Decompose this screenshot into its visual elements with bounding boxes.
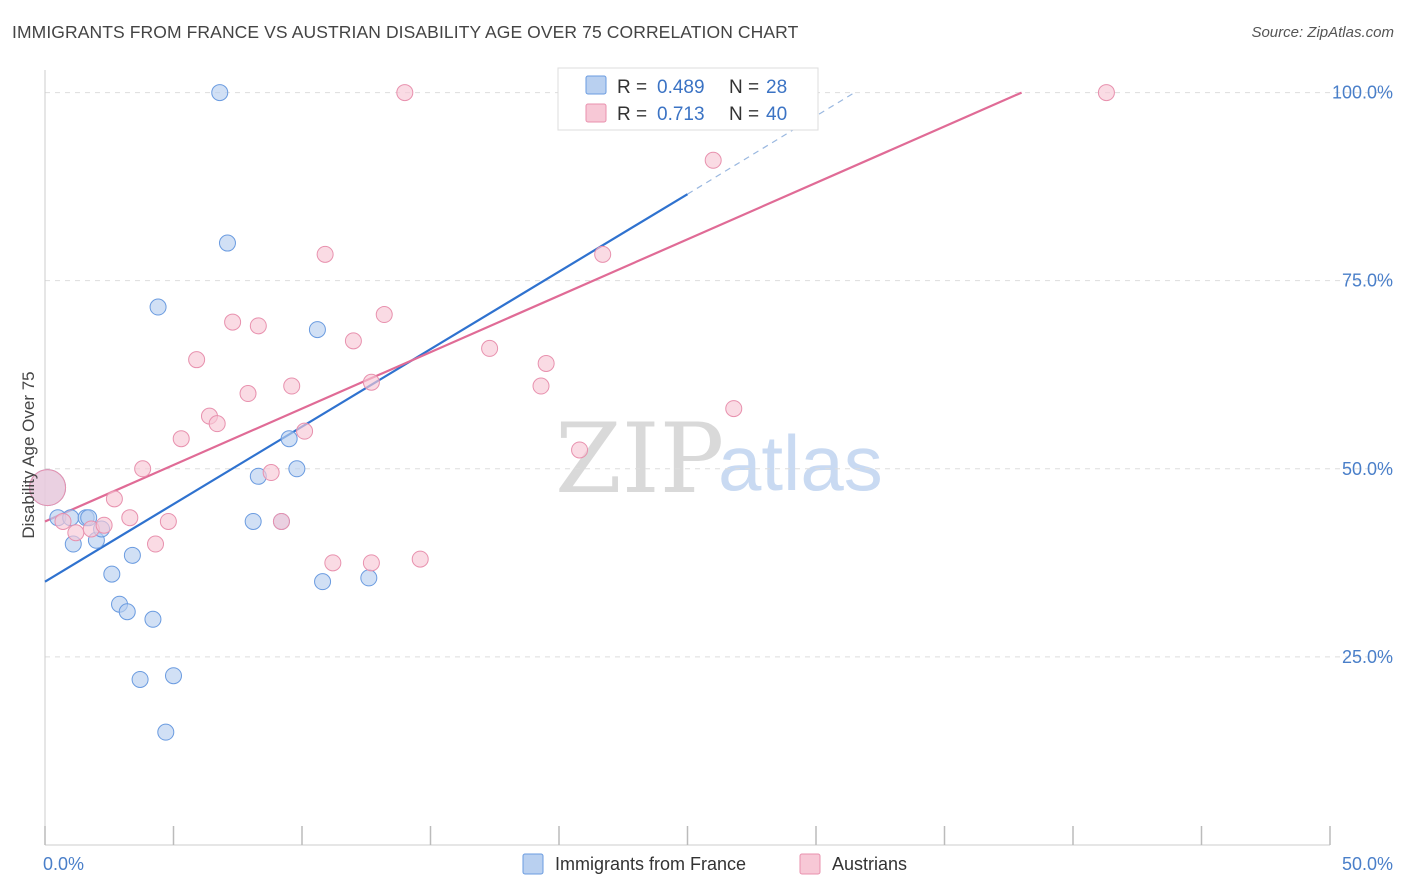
- point-austrians: [134, 460, 152, 478]
- point-austrians: [105, 490, 123, 508]
- legend-r-label-2: R =: [617, 104, 647, 125]
- point-france: [211, 84, 229, 102]
- point-france: [157, 723, 175, 741]
- y-tick-label: 75.0%: [1342, 271, 1393, 291]
- series-legend-label-austrians: Austrians: [832, 854, 907, 874]
- point-france: [280, 430, 298, 448]
- y-tick-label: 50.0%: [1342, 459, 1393, 479]
- series-legend-label-france: Immigrants from France: [555, 854, 746, 874]
- point-austrians: [296, 422, 314, 440]
- point-france: [165, 667, 182, 685]
- point-austrians: [67, 524, 85, 542]
- point-austrians: [54, 512, 72, 530]
- point-austrians: [362, 373, 380, 391]
- point-france: [123, 546, 141, 564]
- legend-r-label-1: R =: [617, 77, 647, 98]
- point-austrians: [1097, 84, 1115, 102]
- point-austrians: [481, 339, 499, 357]
- point-austrians: [344, 332, 362, 350]
- point-austrians: [121, 509, 139, 527]
- point-austrians: [29, 469, 67, 507]
- watermark-atlas: atlas: [718, 419, 883, 507]
- data-points: [29, 84, 1115, 741]
- source-credit: Source: ZipAtlas.com: [1251, 24, 1394, 41]
- legend-r-value-2: 0.713: [657, 104, 705, 125]
- x-tick-label: 0.0%: [43, 854, 84, 874]
- y-tick-label: 100.0%: [1332, 83, 1393, 103]
- legend-r-value-1: 0.489: [657, 77, 705, 98]
- legend-swatch-pink: [585, 103, 607, 123]
- point-france: [103, 565, 121, 583]
- gridlines: [45, 92, 1392, 658]
- point-austrians: [324, 554, 342, 572]
- point-france: [218, 234, 236, 252]
- legend-n-value-2: 40: [766, 104, 787, 125]
- point-austrians: [375, 306, 393, 324]
- point-austrians: [262, 464, 280, 482]
- point-austrians: [239, 385, 257, 403]
- legend-swatch-blue: [585, 75, 607, 95]
- point-austrians: [188, 351, 206, 369]
- series-legend-swatch-blue: [522, 853, 544, 875]
- point-austrians: [283, 377, 301, 395]
- point-austrians: [95, 516, 113, 534]
- watermark-zip: ZIP: [555, 403, 724, 515]
- stats-legend: R = 0.489 N = 28 R = 0.713 N = 40: [557, 67, 819, 131]
- point-france: [118, 603, 136, 621]
- point-france: [144, 610, 162, 628]
- point-austrians: [147, 535, 165, 553]
- point-austrians: [411, 550, 429, 568]
- point-france: [360, 569, 378, 587]
- chart-title: IMMIGRANTS FROM FRANCE VS AUSTRIAN DISAB…: [12, 22, 799, 42]
- axes: [44, 70, 1331, 846]
- trend-lines: [44, 91, 1023, 583]
- point-austrians: [594, 245, 612, 263]
- point-france: [308, 321, 326, 339]
- legend-n-label-2: N =: [729, 104, 759, 125]
- point-france: [288, 460, 306, 478]
- y-axis-label: Disability Age Over 75: [19, 371, 38, 538]
- point-austrians: [396, 84, 414, 102]
- point-austrians: [532, 377, 550, 395]
- legend-n-value-1: 28: [766, 77, 787, 98]
- point-france: [131, 670, 149, 688]
- series-legend: Immigrants from France Austrians: [522, 853, 907, 875]
- point-austrians: [316, 245, 334, 263]
- point-austrians: [272, 512, 290, 530]
- point-austrians: [172, 430, 190, 448]
- point-france: [244, 512, 262, 530]
- point-austrians: [571, 441, 589, 459]
- point-austrians: [725, 400, 743, 418]
- series-legend-swatch-pink: [799, 853, 821, 875]
- point-austrians: [704, 151, 722, 169]
- point-france: [149, 298, 167, 316]
- point-austrians: [362, 554, 380, 572]
- point-france: [314, 573, 332, 591]
- tick-labels: 25.0% 50.0% 75.0% 100.0% 0.0% 50.0%: [43, 83, 1393, 874]
- point-austrians: [537, 354, 555, 372]
- x-tick-label: 50.0%: [1342, 854, 1393, 874]
- point-austrians: [224, 313, 242, 331]
- point-austrians: [249, 317, 267, 335]
- trend-line-austrians: [44, 91, 1023, 523]
- point-austrians: [159, 512, 177, 530]
- point-austrians: [208, 415, 226, 433]
- y-tick-label: 25.0%: [1342, 647, 1393, 667]
- legend-n-label-1: N =: [729, 77, 759, 98]
